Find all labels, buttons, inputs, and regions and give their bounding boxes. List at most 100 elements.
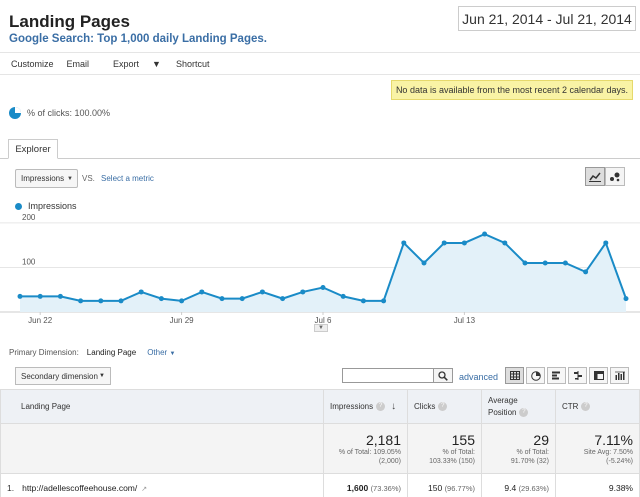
search-icon bbox=[438, 370, 448, 381]
ctr-value: 9.38% bbox=[608, 482, 633, 493]
grid-icon bbox=[509, 371, 520, 380]
data-point bbox=[461, 240, 467, 246]
help-icon[interactable]: ? bbox=[376, 402, 386, 412]
data-point bbox=[199, 289, 205, 295]
totals-impressions-sub2: (2,000) bbox=[378, 457, 401, 465]
help-icon[interactable]: ? bbox=[519, 407, 529, 417]
totals-ctr: 7.11% Site Avg: 7.50% (-5.24%) bbox=[555, 423, 640, 474]
primary-dimension-other[interactable]: Other ▼ bbox=[147, 348, 175, 357]
chevron-down-icon: ▼ bbox=[152, 58, 161, 69]
vs-label: VS. bbox=[82, 174, 95, 183]
data-point bbox=[158, 296, 164, 302]
line-chart-button[interactable] bbox=[585, 167, 605, 186]
primary-dimension-label: Primary Dimension: bbox=[9, 348, 79, 357]
data-point bbox=[259, 289, 265, 295]
impressions-pct: (73.36%) bbox=[370, 483, 401, 493]
select-metric-link[interactable]: Select a metric bbox=[101, 174, 154, 183]
secondary-dimension-select[interactable]: Secondary dimension ▼ bbox=[15, 367, 111, 385]
motion-chart-button[interactable] bbox=[605, 167, 625, 186]
sampling-text: % of clicks: 100.00% bbox=[27, 108, 111, 118]
chart-resize-handle[interactable]: ▼ bbox=[314, 324, 328, 332]
help-icon[interactable]: ? bbox=[438, 402, 448, 412]
totals-position-sub2: 91.70% (32) bbox=[510, 457, 549, 465]
data-point bbox=[482, 231, 488, 237]
pie-chart-icon bbox=[530, 370, 541, 381]
report-toolbar: Customize Email Export ▼ Shortcut bbox=[0, 52, 640, 75]
col-ctr-label: CTR bbox=[562, 401, 579, 411]
position-pct: (29.63%) bbox=[518, 483, 549, 493]
table-search-input[interactable] bbox=[342, 368, 434, 383]
data-point bbox=[381, 298, 387, 304]
col-impressions[interactable]: Impressions? ↓ bbox=[323, 389, 408, 424]
clicks-pct: (96.77%) bbox=[444, 483, 475, 493]
totals-impressions: 2,181% of Total: 109.05% (2,000) bbox=[323, 423, 408, 474]
table-row: 1. http://adellescoffeehouse.com/↗ 1,600 … bbox=[0, 473, 640, 497]
primary-dimension-bar: Primary Dimension: Landing Page Other ▼ bbox=[9, 348, 175, 357]
data-point bbox=[98, 298, 104, 304]
bar-chart-icon bbox=[551, 371, 560, 380]
landing-page-cell: 1. http://adellescoffeehouse.com/↗ bbox=[0, 473, 324, 497]
bar-view-button[interactable] bbox=[547, 367, 566, 384]
term-cloud-button[interactable] bbox=[610, 367, 629, 384]
x-tick-label: Jul 6 bbox=[315, 316, 332, 325]
row-number: 1. bbox=[7, 482, 15, 493]
chevron-down-icon: ▼ bbox=[169, 351, 176, 357]
bubble-chart-icon bbox=[610, 172, 620, 181]
tab-explorer[interactable]: Explorer bbox=[8, 139, 58, 159]
data-point bbox=[502, 240, 508, 246]
compare-view-button[interactable] bbox=[568, 367, 587, 384]
page-subtitle: Google Search: Top 1,000 daily Landing P… bbox=[9, 33, 267, 45]
landing-page-link[interactable]: http://adellescoffeehouse.com/ bbox=[22, 482, 138, 493]
other-label: Other bbox=[147, 348, 168, 357]
export-button[interactable]: Export ▼ bbox=[102, 59, 163, 69]
totals-position-sub1: % of Total: bbox=[516, 448, 549, 456]
data-point bbox=[219, 296, 225, 302]
totals-row: 2,181% of Total: 109.05% (2,000) 155 % of … bbox=[0, 423, 640, 474]
data-point bbox=[360, 298, 366, 304]
x-tick-label: Jul 13 bbox=[454, 316, 476, 325]
advanced-filter-link[interactable]: advanced bbox=[459, 372, 499, 382]
data-notice: No data is available from the most recen… bbox=[391, 80, 633, 100]
data-point bbox=[340, 293, 346, 299]
data-point bbox=[583, 269, 589, 275]
impressions-value: 1,600 bbox=[346, 482, 369, 493]
data-point bbox=[522, 260, 528, 266]
metric-select[interactable]: Impressions ▼ bbox=[15, 169, 78, 188]
col-average-position[interactable]: Average Position? bbox=[481, 389, 556, 424]
totals-position: 29% of Total: 91.70% (32) bbox=[481, 423, 556, 474]
data-point bbox=[118, 298, 124, 304]
data-point bbox=[300, 289, 306, 295]
totals-clicks-value: 155 bbox=[451, 431, 475, 448]
comparison-icon bbox=[573, 371, 582, 380]
pie-view-button[interactable] bbox=[526, 367, 545, 384]
customize-button[interactable]: Customize bbox=[11, 58, 54, 69]
col-impressions-label: Impressions bbox=[330, 402, 374, 411]
y-tick-label: 200 bbox=[22, 214, 36, 222]
totals-ctr-sub2: (-5.24%) bbox=[606, 457, 633, 465]
search-button[interactable] bbox=[433, 368, 453, 383]
table-view-buttons bbox=[505, 367, 631, 384]
data-point bbox=[623, 296, 629, 302]
data-point bbox=[421, 260, 427, 266]
data-point bbox=[603, 240, 609, 246]
term-cloud-icon bbox=[614, 371, 625, 380]
primary-dimension-selected[interactable]: Landing Page bbox=[86, 348, 137, 357]
data-point bbox=[239, 296, 245, 302]
secondary-dimension-label: Secondary dimension bbox=[21, 371, 98, 381]
col-ctr[interactable]: CTR? bbox=[555, 389, 640, 424]
chevron-down-icon: ▼ bbox=[99, 373, 105, 379]
page-title: Landing Pages bbox=[9, 12, 130, 31]
col-landing-page: Landing Page bbox=[0, 389, 324, 424]
shortcut-button[interactable]: Shortcut bbox=[175, 58, 210, 69]
external-link-icon[interactable]: ↗ bbox=[141, 485, 148, 493]
impressions-cell: 1,600 (73.36%) bbox=[323, 473, 408, 497]
pivot-view-button[interactable] bbox=[589, 367, 608, 384]
col-landing-page-label: Landing Page bbox=[21, 402, 71, 411]
col-clicks[interactable]: Clicks? bbox=[407, 389, 482, 424]
date-range-picker[interactable]: Jun 21, 2014 - Jul 21, 2014 bbox=[458, 6, 636, 31]
email-button[interactable]: Email bbox=[66, 58, 90, 69]
data-point bbox=[441, 240, 447, 246]
help-icon[interactable]: ? bbox=[581, 402, 591, 412]
table-view-button[interactable] bbox=[505, 367, 524, 384]
totals-impressions-sub1: % of Total: 109.05% bbox=[338, 448, 401, 456]
